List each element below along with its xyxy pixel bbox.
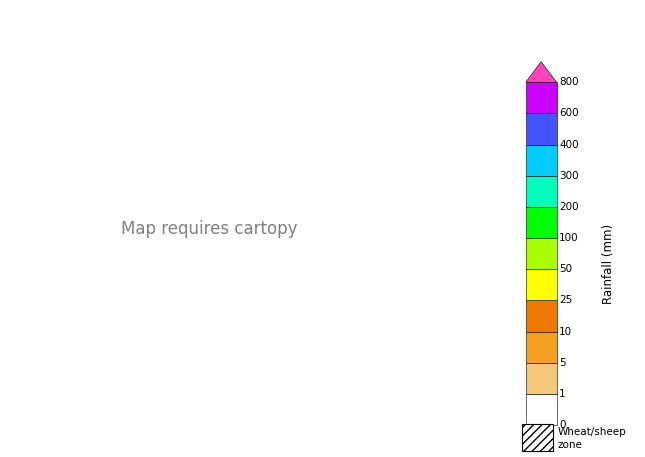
- Bar: [526, 144, 557, 176]
- Text: 50: 50: [559, 264, 572, 274]
- Text: 5: 5: [559, 358, 566, 368]
- Text: 25: 25: [559, 295, 573, 305]
- Text: Wheat/sheep: Wheat/sheep: [557, 427, 626, 436]
- Text: 300: 300: [559, 171, 579, 181]
- Bar: [526, 300, 557, 331]
- Text: 1: 1: [559, 389, 566, 399]
- Text: 10: 10: [559, 327, 572, 336]
- Text: zone: zone: [557, 440, 582, 450]
- Bar: [526, 176, 557, 207]
- Text: 400: 400: [559, 139, 579, 149]
- Bar: [526, 363, 557, 394]
- Text: 800: 800: [559, 77, 579, 87]
- Text: 100: 100: [559, 233, 579, 243]
- Bar: [526, 113, 557, 144]
- Bar: [526, 269, 557, 300]
- Bar: [526, 331, 557, 363]
- Text: 600: 600: [559, 108, 579, 118]
- Text: 0: 0: [559, 420, 566, 430]
- Text: Rainfall (mm): Rainfall (mm): [602, 224, 615, 304]
- Bar: [526, 394, 557, 425]
- Bar: [526, 238, 557, 269]
- Text: Map requires cartopy: Map requires cartopy: [121, 219, 297, 238]
- Polygon shape: [526, 62, 557, 82]
- Bar: [526, 207, 557, 238]
- Bar: [526, 82, 557, 113]
- Bar: [522, 424, 553, 451]
- Text: 200: 200: [559, 202, 579, 212]
